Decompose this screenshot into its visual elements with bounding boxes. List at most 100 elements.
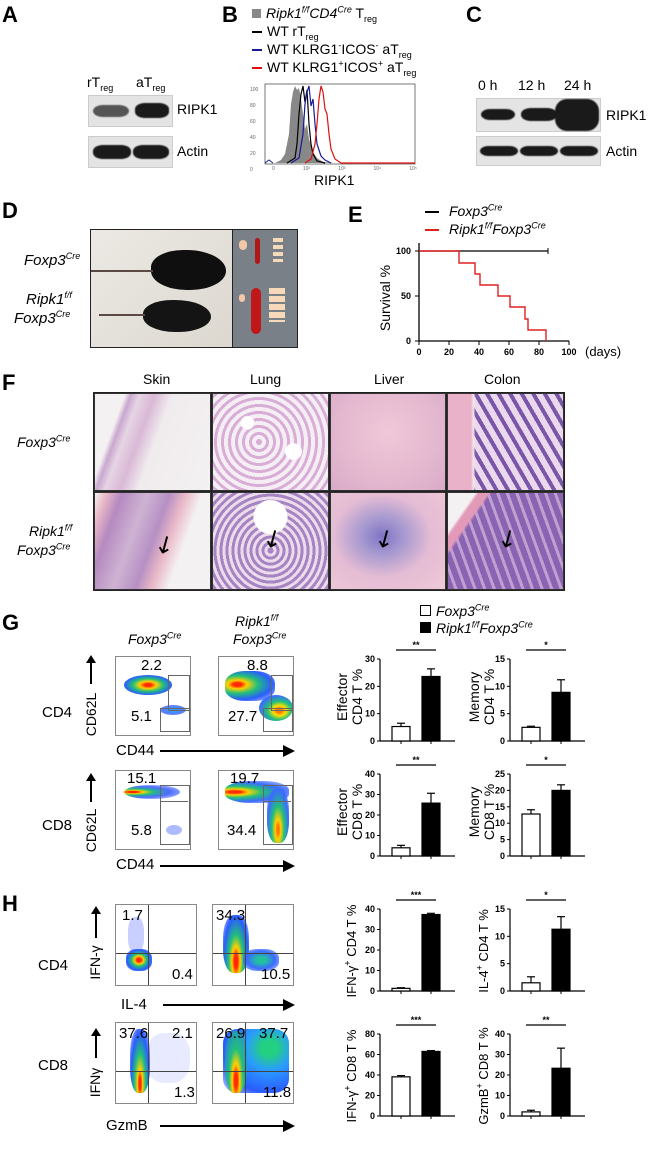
y-axis-arrow-icon: [95, 1034, 97, 1058]
svg-text:60: 60: [504, 347, 514, 357]
bar-y-label-effector-cd4: Effector CD4 T %: [334, 668, 365, 726]
flow-row-label-cd4-h: CD4: [38, 957, 69, 974]
organ-photo: [232, 229, 298, 348]
svg-text:80: 80: [534, 347, 544, 357]
x-axis-arrow-icon: [160, 1125, 285, 1127]
svg-text:0: 0: [370, 736, 375, 746]
flow-y-label-cd62l-cd8: CD62L: [83, 808, 99, 853]
flow-col-label-ko-1: Ripk1f/f: [235, 612, 279, 629]
tissue-label-skin: Skin: [143, 371, 171, 387]
bar-chart-effector-cd4: 0 10 20 30 **: [365, 640, 455, 746]
survival-y-label: Survival %: [377, 264, 393, 332]
svg-text:0: 0: [406, 336, 411, 346]
histogram-y-ticks: 100 80 60 40 20 0: [250, 87, 259, 173]
mouse-knockout: [143, 300, 211, 332]
gate-value-bottom: 5.1: [131, 708, 152, 725]
mouse-photo: [90, 229, 233, 348]
histology-skin-control: [94, 393, 211, 491]
svg-text:5: 5: [500, 709, 505, 719]
bar-chart-effector-cd8: 0 10 20 30 40 **: [365, 755, 455, 861]
svg-text:30: 30: [365, 925, 375, 935]
svg-text:*: *: [544, 755, 548, 765]
panel-label-c: C: [466, 2, 482, 27]
svg-text:20: 20: [365, 1091, 375, 1101]
svg-text:40: 40: [474, 347, 484, 357]
mouse-control: [151, 250, 226, 290]
flow-plot-h-cd4-knockout: 34.3 10.5: [212, 904, 294, 986]
western-blot-ripk1-c: [476, 98, 601, 132]
flow-plot-h-cd8-control: 37.6 2.1 1.3: [115, 1022, 197, 1104]
bar-chart-memory-cd8: 0 5 10 15 20 25 *: [495, 755, 585, 861]
bar-y-label-il4-cd4: IL-4+ CD4 T %: [474, 909, 491, 993]
genotype-label-ko-line2: Foxp3Cre: [14, 309, 71, 327]
svg-text:0: 0: [500, 1111, 505, 1121]
bar-chart-memory-cd4: 0 5 10 15 *: [495, 640, 585, 746]
spleen-control: [255, 238, 260, 264]
bar-chart-gzmb-cd8: 0 10 20 30 40 **: [495, 1015, 585, 1121]
western-blot-actin-a: [88, 136, 173, 168]
legend-swatch-filled: [420, 622, 431, 633]
blot-row-label-actin: Actin: [177, 143, 209, 159]
flow-plot-cd8-knockout: 19.7 34.4: [218, 770, 294, 850]
histology-lung-knockout: ↙: [211, 492, 329, 590]
flow-plot-cd8-control: 15.1 5.8: [115, 770, 191, 850]
quadrant-value-lr: 11.8: [263, 1084, 292, 1101]
svg-text:10: 10: [495, 931, 505, 941]
svg-text:25: 25: [495, 769, 505, 779]
lane-label-12h: 12 h: [518, 77, 546, 93]
svg-text:40: 40: [365, 1070, 375, 1080]
flow-x-label-il4: IL-4: [121, 996, 147, 1013]
quadrant-value-ul: 1.7: [122, 907, 143, 924]
flow-row-label-cd8: CD8: [42, 817, 73, 834]
flow-col-label-ko-2: Foxp3Cre: [233, 630, 287, 647]
gate-memory: [168, 675, 190, 711]
tissue-label-lung: Lung: [250, 371, 282, 387]
histogram-x-ticks: 0 10² 10³ 10⁴ 10⁵: [272, 166, 417, 172]
survival-legend-knockout: Ripk1f/fFoxp3Cre: [425, 221, 546, 236]
svg-text:80: 80: [365, 1029, 375, 1039]
ripk1-histogram: [264, 83, 416, 165]
legend-swatch-grey: [252, 9, 261, 18]
flow-plot-h-cd4-control: 1.7 0.4: [115, 904, 197, 986]
genotype-label-control: Foxp3Cre: [24, 251, 81, 269]
svg-text:100: 100: [561, 347, 576, 357]
svg-text:0: 0: [500, 986, 505, 996]
histology-row-label-ko-1: Ripk1f/f: [29, 522, 73, 539]
histology-grid: ↙ ↙ ↙ ↙: [93, 392, 565, 591]
tissue-label-liver: Liver: [374, 371, 405, 387]
flow-plot-h-cd8-knockout: 26.9 37.7 11.8: [212, 1022, 294, 1104]
bar-y-label-memory-cd4: Memory CD4 T %: [466, 668, 497, 726]
svg-text:100: 100: [396, 246, 411, 256]
histology-liver-knockout: ↙: [329, 492, 447, 590]
svg-text:**: **: [412, 755, 420, 765]
svg-text:60: 60: [365, 1050, 375, 1060]
svg-text:0: 0: [370, 986, 375, 996]
panel-label-f: F: [2, 370, 16, 395]
svg-text:20: 20: [444, 347, 454, 357]
x-axis-arrow-icon: [160, 865, 285, 867]
svg-text:10: 10: [365, 709, 375, 719]
histology-lung-control: [211, 393, 329, 491]
y-axis-arrow-icon: [95, 912, 97, 938]
spleen-knockout: [251, 288, 261, 334]
svg-text:0: 0: [370, 1111, 375, 1121]
svg-text:10: 10: [495, 818, 505, 828]
genotype-label-ko-line1: Ripk1f/f: [26, 290, 72, 308]
svg-text:40: 40: [495, 1029, 505, 1039]
flow-row-label-cd4: CD4: [42, 704, 73, 721]
y-axis-arrow-icon: [90, 660, 92, 684]
flow-y-label-ifng: IFN-γ: [87, 945, 103, 980]
svg-text:20: 20: [365, 945, 375, 955]
legend-item-wt-rtreg: WT rTreg: [252, 24, 319, 41]
quadrant-value-ul: 26.9: [216, 1025, 246, 1042]
flow-plot-cd4-knockout: 8.8 27.7: [218, 656, 294, 736]
lesion-arrow-icon: ↙: [257, 521, 289, 556]
x-axis-arrow-icon: [160, 750, 285, 752]
svg-text:30: 30: [365, 654, 375, 664]
lesion-arrow-icon: ↙: [492, 521, 524, 556]
survival-x-unit: (days): [585, 344, 622, 359]
histology-row-label-control: Foxp3Cre: [17, 433, 71, 450]
gate-effector: [160, 708, 190, 732]
svg-text:30: 30: [365, 790, 375, 800]
flow-y-label-cd62l: CD62L: [83, 692, 99, 737]
